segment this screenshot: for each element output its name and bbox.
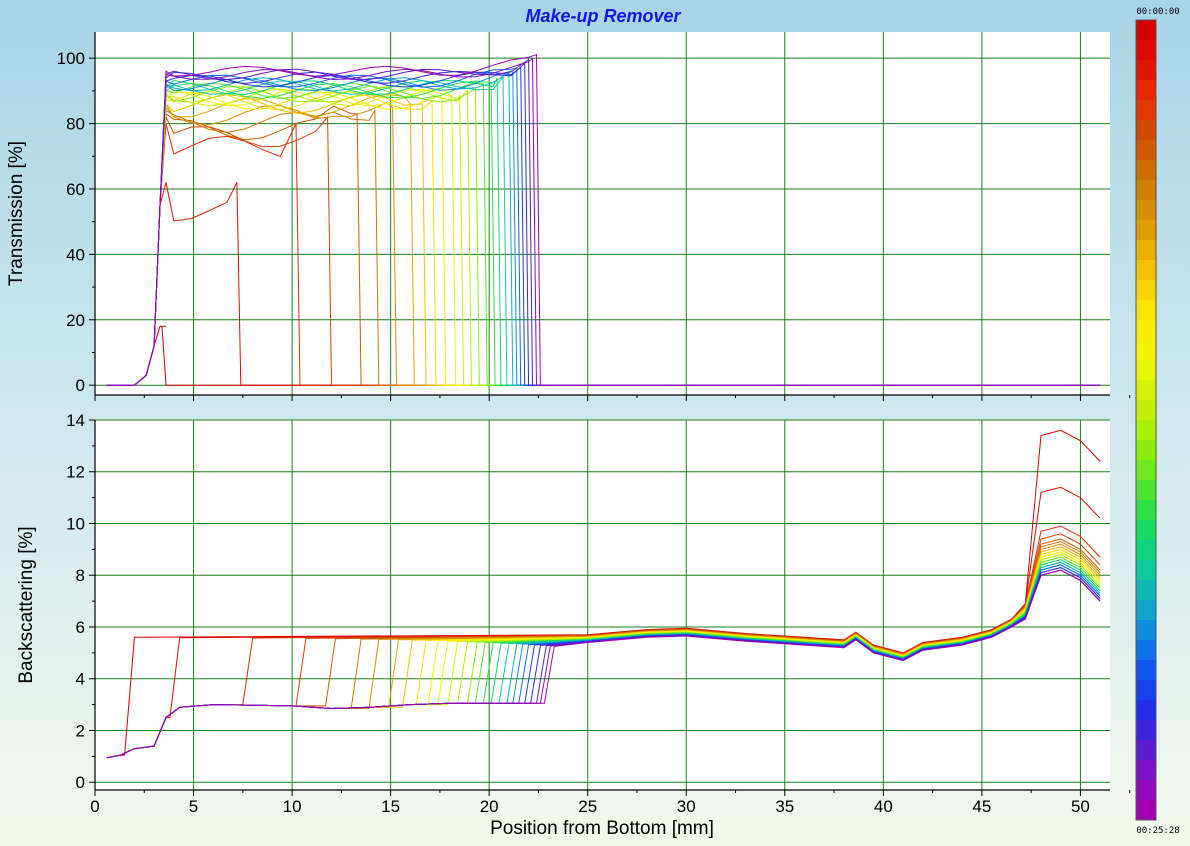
colorbar-segment bbox=[1136, 600, 1156, 621]
backscattering-panel: 0 2 4 6 8 10 12 14 0 5 10 15 20 25 30 35 40 45 50 bbox=[66, 411, 1131, 816]
colorbar-segment bbox=[1136, 740, 1156, 761]
colorbar-bottom-label: 00:25:28 bbox=[1136, 826, 1179, 836]
x-tick-label: 5 bbox=[189, 797, 198, 816]
x-tick-label: 10 bbox=[283, 797, 302, 816]
backscattering-series-group bbox=[106, 429, 1101, 759]
y-tick-label: 12 bbox=[66, 463, 85, 482]
backscattering-scan-line bbox=[106, 569, 1101, 759]
colorbar-segment bbox=[1136, 700, 1156, 721]
colorbar-segment bbox=[1136, 240, 1156, 261]
x-tick-label: 25 bbox=[578, 797, 597, 816]
colorbar-segment bbox=[1136, 800, 1156, 821]
x-tick-label: 15 bbox=[381, 797, 400, 816]
colorbar-frame bbox=[1135, 19, 1157, 821]
colorbar-segment bbox=[1136, 360, 1156, 381]
colorbar-segment bbox=[1136, 520, 1156, 541]
backscattering-axis-title: Backscattering [%] bbox=[16, 526, 37, 683]
colorbar-segment bbox=[1136, 300, 1156, 321]
transmission-axis-title: Transmission [%] bbox=[6, 141, 27, 286]
transmission-series-group bbox=[106, 54, 1101, 386]
colorbar-segment bbox=[1136, 140, 1156, 161]
y-tick-label: 80 bbox=[66, 115, 85, 134]
y-tick-label: 6 bbox=[76, 618, 85, 637]
colorbar-segment bbox=[1136, 280, 1156, 301]
x-tick-label: 30 bbox=[677, 797, 696, 816]
colorbar-segment bbox=[1136, 160, 1156, 181]
x-tick-label: 50 bbox=[1071, 797, 1090, 816]
y-tick-label: 100 bbox=[57, 49, 85, 68]
colorbar-segment bbox=[1136, 120, 1156, 141]
colorbar-segment bbox=[1136, 60, 1156, 81]
colorbar-segment bbox=[1136, 200, 1156, 221]
colorbar-segment bbox=[1136, 180, 1156, 201]
transmission-scan-line bbox=[106, 54, 1101, 386]
colorbar-segment bbox=[1136, 100, 1156, 121]
transmission-plot-area bbox=[95, 32, 1110, 395]
y-tick-label: 2 bbox=[76, 721, 85, 740]
colorbar-segment bbox=[1136, 500, 1156, 521]
colorbar-segment bbox=[1136, 640, 1156, 661]
colorbar-segment bbox=[1136, 400, 1156, 421]
y-tick-label: 60 bbox=[66, 180, 85, 199]
transmission-panel: 0 20 40 60 80 100 bbox=[57, 32, 1131, 401]
x-tick-label: 45 bbox=[972, 797, 991, 816]
y-tick-label: 0 bbox=[76, 376, 85, 395]
colorbar-segment bbox=[1136, 340, 1156, 361]
x-tick-label: 35 bbox=[775, 797, 794, 816]
y-tick-label: 8 bbox=[76, 566, 85, 585]
y-tick-label: 4 bbox=[76, 670, 85, 689]
colorbar-segment bbox=[1136, 560, 1156, 581]
colorbar-segment bbox=[1136, 720, 1156, 741]
colorbar-segment bbox=[1136, 460, 1156, 481]
y-tick-label: 0 bbox=[76, 773, 85, 792]
colorbar-segment bbox=[1136, 420, 1156, 441]
x-tick-label: 20 bbox=[480, 797, 499, 816]
colorbar-segment bbox=[1136, 480, 1156, 501]
x-tick-label: 40 bbox=[874, 797, 893, 816]
colorbar-segment bbox=[1136, 380, 1156, 401]
colorbar-segment bbox=[1136, 40, 1156, 61]
time-colorbar bbox=[1135, 19, 1157, 821]
y-tick-label: 10 bbox=[66, 514, 85, 533]
x-tick-label: 0 bbox=[90, 797, 99, 816]
colorbar-segment bbox=[1136, 760, 1156, 781]
colorbar-segment bbox=[1136, 220, 1156, 241]
x-axis-title: Position from Bottom [mm] bbox=[490, 818, 714, 839]
colorbar-segment bbox=[1136, 540, 1156, 561]
y-tick-label: 20 bbox=[66, 311, 85, 330]
colorbar-segment bbox=[1136, 680, 1156, 701]
colorbar-top-label: 00:00:00 bbox=[1136, 7, 1179, 17]
colorbar-segment bbox=[1136, 320, 1156, 341]
colorbar-segment bbox=[1136, 660, 1156, 681]
chart-title: Make-up Remover bbox=[525, 6, 681, 26]
colorbar-segment bbox=[1136, 580, 1156, 601]
colorbar-segment bbox=[1136, 260, 1156, 281]
backscattering-plot-area bbox=[95, 420, 1110, 790]
y-tick-label: 40 bbox=[66, 245, 85, 264]
colorbar-segment bbox=[1136, 620, 1156, 641]
colorbar-segment bbox=[1136, 440, 1156, 461]
y-tick-label: 14 bbox=[66, 411, 85, 430]
colorbar-segment bbox=[1136, 80, 1156, 101]
colorbar-segment bbox=[1136, 20, 1156, 41]
colorbar-segment bbox=[1136, 780, 1156, 801]
